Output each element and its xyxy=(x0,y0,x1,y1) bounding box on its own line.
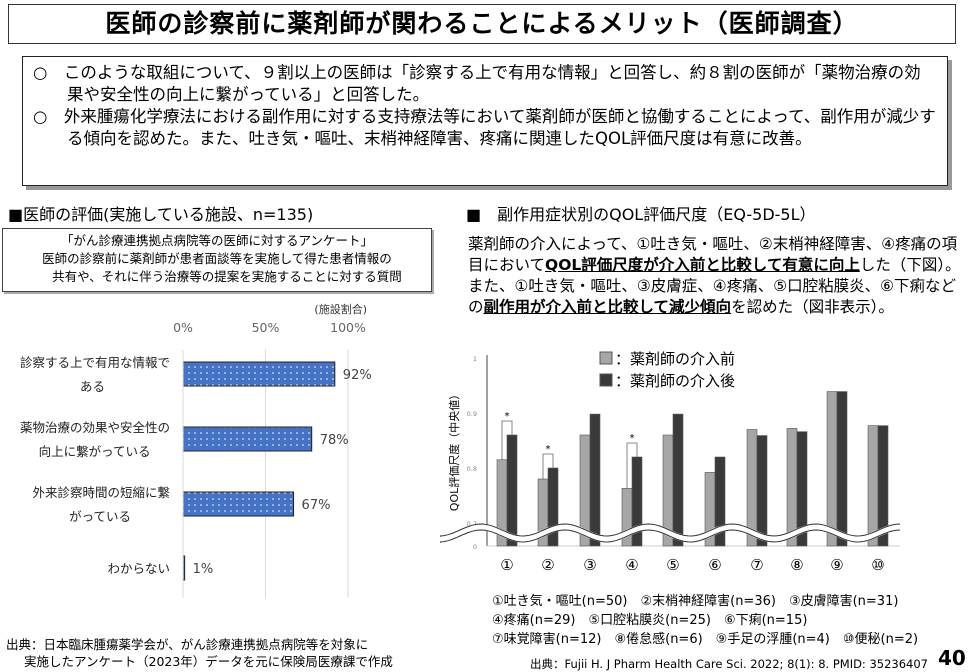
bar-after xyxy=(836,391,848,547)
x-tick-label: ⑧ xyxy=(790,556,803,574)
left-source: 出典：日本臨床腫瘍薬学会が、がん診療連携拠点病院等を対象に 実施したアンケート（… xyxy=(6,636,393,670)
axis-break-line xyxy=(440,523,900,537)
category-label: 外来診察時間の短縮に繋 xyxy=(32,485,170,500)
bar-after xyxy=(756,435,768,547)
left-heading: ■医師の評価(実施している施設、n=135) xyxy=(8,205,314,224)
bullet-icon: ○ xyxy=(33,63,48,82)
category-label: がっている xyxy=(69,509,131,524)
significance-mark: * xyxy=(630,433,635,444)
x-tick-label: 100% xyxy=(330,320,366,335)
x-tick-label: 50% xyxy=(252,320,280,335)
x-tick-label: ⑩ xyxy=(871,556,884,574)
data-label: 1% xyxy=(193,562,214,577)
footnote-line: ④疼痛(n=29) ⑤口腔粘膜炎(n=25) ⑥下痢(n=15) xyxy=(492,613,808,628)
desc-text: を認めた（図非表示）。 xyxy=(731,298,894,316)
summary-box: ○ このような取組について、９割以上の医師は「診察する上で有用な情報」と回答し、… xyxy=(22,56,948,186)
survey-line: 共有や、それに伴う治療等の提案を実施することに対する質問 xyxy=(52,269,402,284)
data-label: 78% xyxy=(320,433,349,448)
x-tick-label: ⑤ xyxy=(666,556,679,574)
bar-after xyxy=(547,467,559,547)
bar xyxy=(182,426,313,452)
bar-after xyxy=(672,413,684,547)
bar-before xyxy=(786,428,798,547)
desc-text: した（下図）。また、①吐き気・嘔吐、③皮膚症、④疼痛、⑤口腔粘膜炎、⑥下痢などの xyxy=(468,256,961,316)
legend-swatch xyxy=(599,351,613,365)
bar-after xyxy=(714,456,726,547)
bar-after xyxy=(877,425,889,547)
bar-after xyxy=(796,431,808,547)
category-label: わからない xyxy=(107,561,170,576)
category-label: 向上に繋がっている xyxy=(39,444,151,459)
data-label: 67% xyxy=(302,498,331,513)
bullet-icon: ○ xyxy=(33,107,48,126)
summary-text: 外来腫瘍化学療法における副作用に対する支持療法等において薬剤師が医師と協働するこ… xyxy=(63,107,936,148)
category-label: ある xyxy=(80,379,105,394)
summary-item: ○ 外来腫瘍化学療法における副作用に対する支持療法等において薬剤師が医師と協働す… xyxy=(33,106,937,150)
category-label: 薬物治療の効果や安全性の xyxy=(20,420,170,435)
significance-bracket xyxy=(501,420,513,460)
data-label: 92% xyxy=(343,368,372,383)
x-tick-label: ⑥ xyxy=(708,556,721,574)
x-tick-label: ② xyxy=(541,556,554,574)
summary-text: このような取組について、９割以上の医師は「診察する上で有用な情報」と回答し、約８… xyxy=(63,63,921,104)
x-tick-label: ③ xyxy=(583,556,596,574)
bar xyxy=(182,361,336,387)
significance-mark: * xyxy=(505,411,510,422)
x-tick-label: ① xyxy=(500,556,513,574)
right-heading: ■ 副作用症状別のQOL評価尺度（EQ-5D-5L） xyxy=(466,205,816,224)
bar-before xyxy=(867,425,879,547)
axis-break-line xyxy=(440,529,900,543)
right-source: 出典：Fujii H. J Pharm Health Care Sci. 202… xyxy=(529,657,928,671)
significance-bracket xyxy=(626,442,638,489)
unit-label: (施設割合) xyxy=(314,302,367,316)
category-label: 診察する上で有用な情報で xyxy=(20,355,170,370)
axis-break-mask xyxy=(440,523,900,543)
significance-bracket xyxy=(542,453,554,479)
y-axis-label: QOL評価尺度（中央値） xyxy=(447,389,461,511)
bar-after xyxy=(589,413,601,547)
desc-text: 薬剤師の介入によって、①吐き気・嘔吐、②末梢神経障害、④疼痛の項目において xyxy=(468,235,958,274)
bar xyxy=(182,491,295,517)
bar-before xyxy=(826,391,838,547)
y-tick-label: 0.8 xyxy=(467,465,477,473)
qol-chart: 0 0.7 0.8 0.9 1 QOL評価尺度（中央値） ① * ② * ③ ④ * ⑤ ⑥ ⑦ ⑧ ⑨ ⑩ ：薬剤師… xyxy=(440,350,900,574)
survey-box: 「がん診療連携拠点病院等の医師に対するアンケート」 医師の診察前に薬剤師が患者面… xyxy=(2,228,432,292)
x-tick-label: ⑦ xyxy=(750,556,763,574)
slide-title: 医師の診察前に薬剤師が関わることによるメリット（医師調査） xyxy=(8,4,956,44)
x-tick-label: ⑨ xyxy=(830,556,843,574)
y-tick-label: 1 xyxy=(473,355,477,363)
y-tick-label: 0.7 xyxy=(467,520,477,528)
x-tick-label: 0% xyxy=(173,320,193,335)
x-tick-label: ④ xyxy=(625,556,638,574)
footnote-line: ⑦味覚障害(n=12) ⑧倦怠感(n=6) ⑨手足の浮腫(n=4) ⑩便秘(n=… xyxy=(492,632,919,647)
legend-swatch xyxy=(599,373,613,387)
summary-item: ○ このような取組について、９割以上の医師は「診察する上で有用な情報」と回答し、… xyxy=(33,62,937,106)
significance-mark: * xyxy=(546,444,551,455)
bar-after xyxy=(506,434,518,547)
survey-line: 「がん診療連携拠点病院等の医師に対するアンケート」 xyxy=(60,233,373,248)
page-number: 40 xyxy=(938,646,966,670)
symptom-legend: ①吐き気・嘔吐(n=50) ②末梢神経障害(n=36) ③皮膚障害(n=31) … xyxy=(492,592,918,649)
desc-emphasis: 副作用が介入前と比較して減少傾向 xyxy=(483,298,732,316)
legend-label: ：薬剤師の介入後 xyxy=(615,372,735,390)
footnote-line: ①吐き気・嘔吐(n=50) ②末梢神経障害(n=36) ③皮膚障害(n=31) xyxy=(492,594,899,609)
source-line: 実施したアンケート（2023年）データを元に保険局医療課で作成 xyxy=(24,654,393,669)
y-tick-label: 0 xyxy=(473,543,477,551)
legend-label: ：薬剤師の介入前 xyxy=(615,350,735,368)
source-line: 出典：日本臨床腫瘍薬学会が、がん診療連携拠点病院等を対象に xyxy=(6,637,369,652)
right-description: 薬剤師の介入によって、①吐き気・嘔吐、②末梢神経障害、④疼痛の項目においてQOL… xyxy=(468,234,962,318)
survey-line: 医師の診察前に薬剤師が患者面談等を実施して得た患者情報の xyxy=(42,251,392,266)
y-tick-label: 0.9 xyxy=(467,410,477,418)
desc-emphasis: QOL評価尺度が介入前と比較して有意に向上 xyxy=(545,256,860,274)
